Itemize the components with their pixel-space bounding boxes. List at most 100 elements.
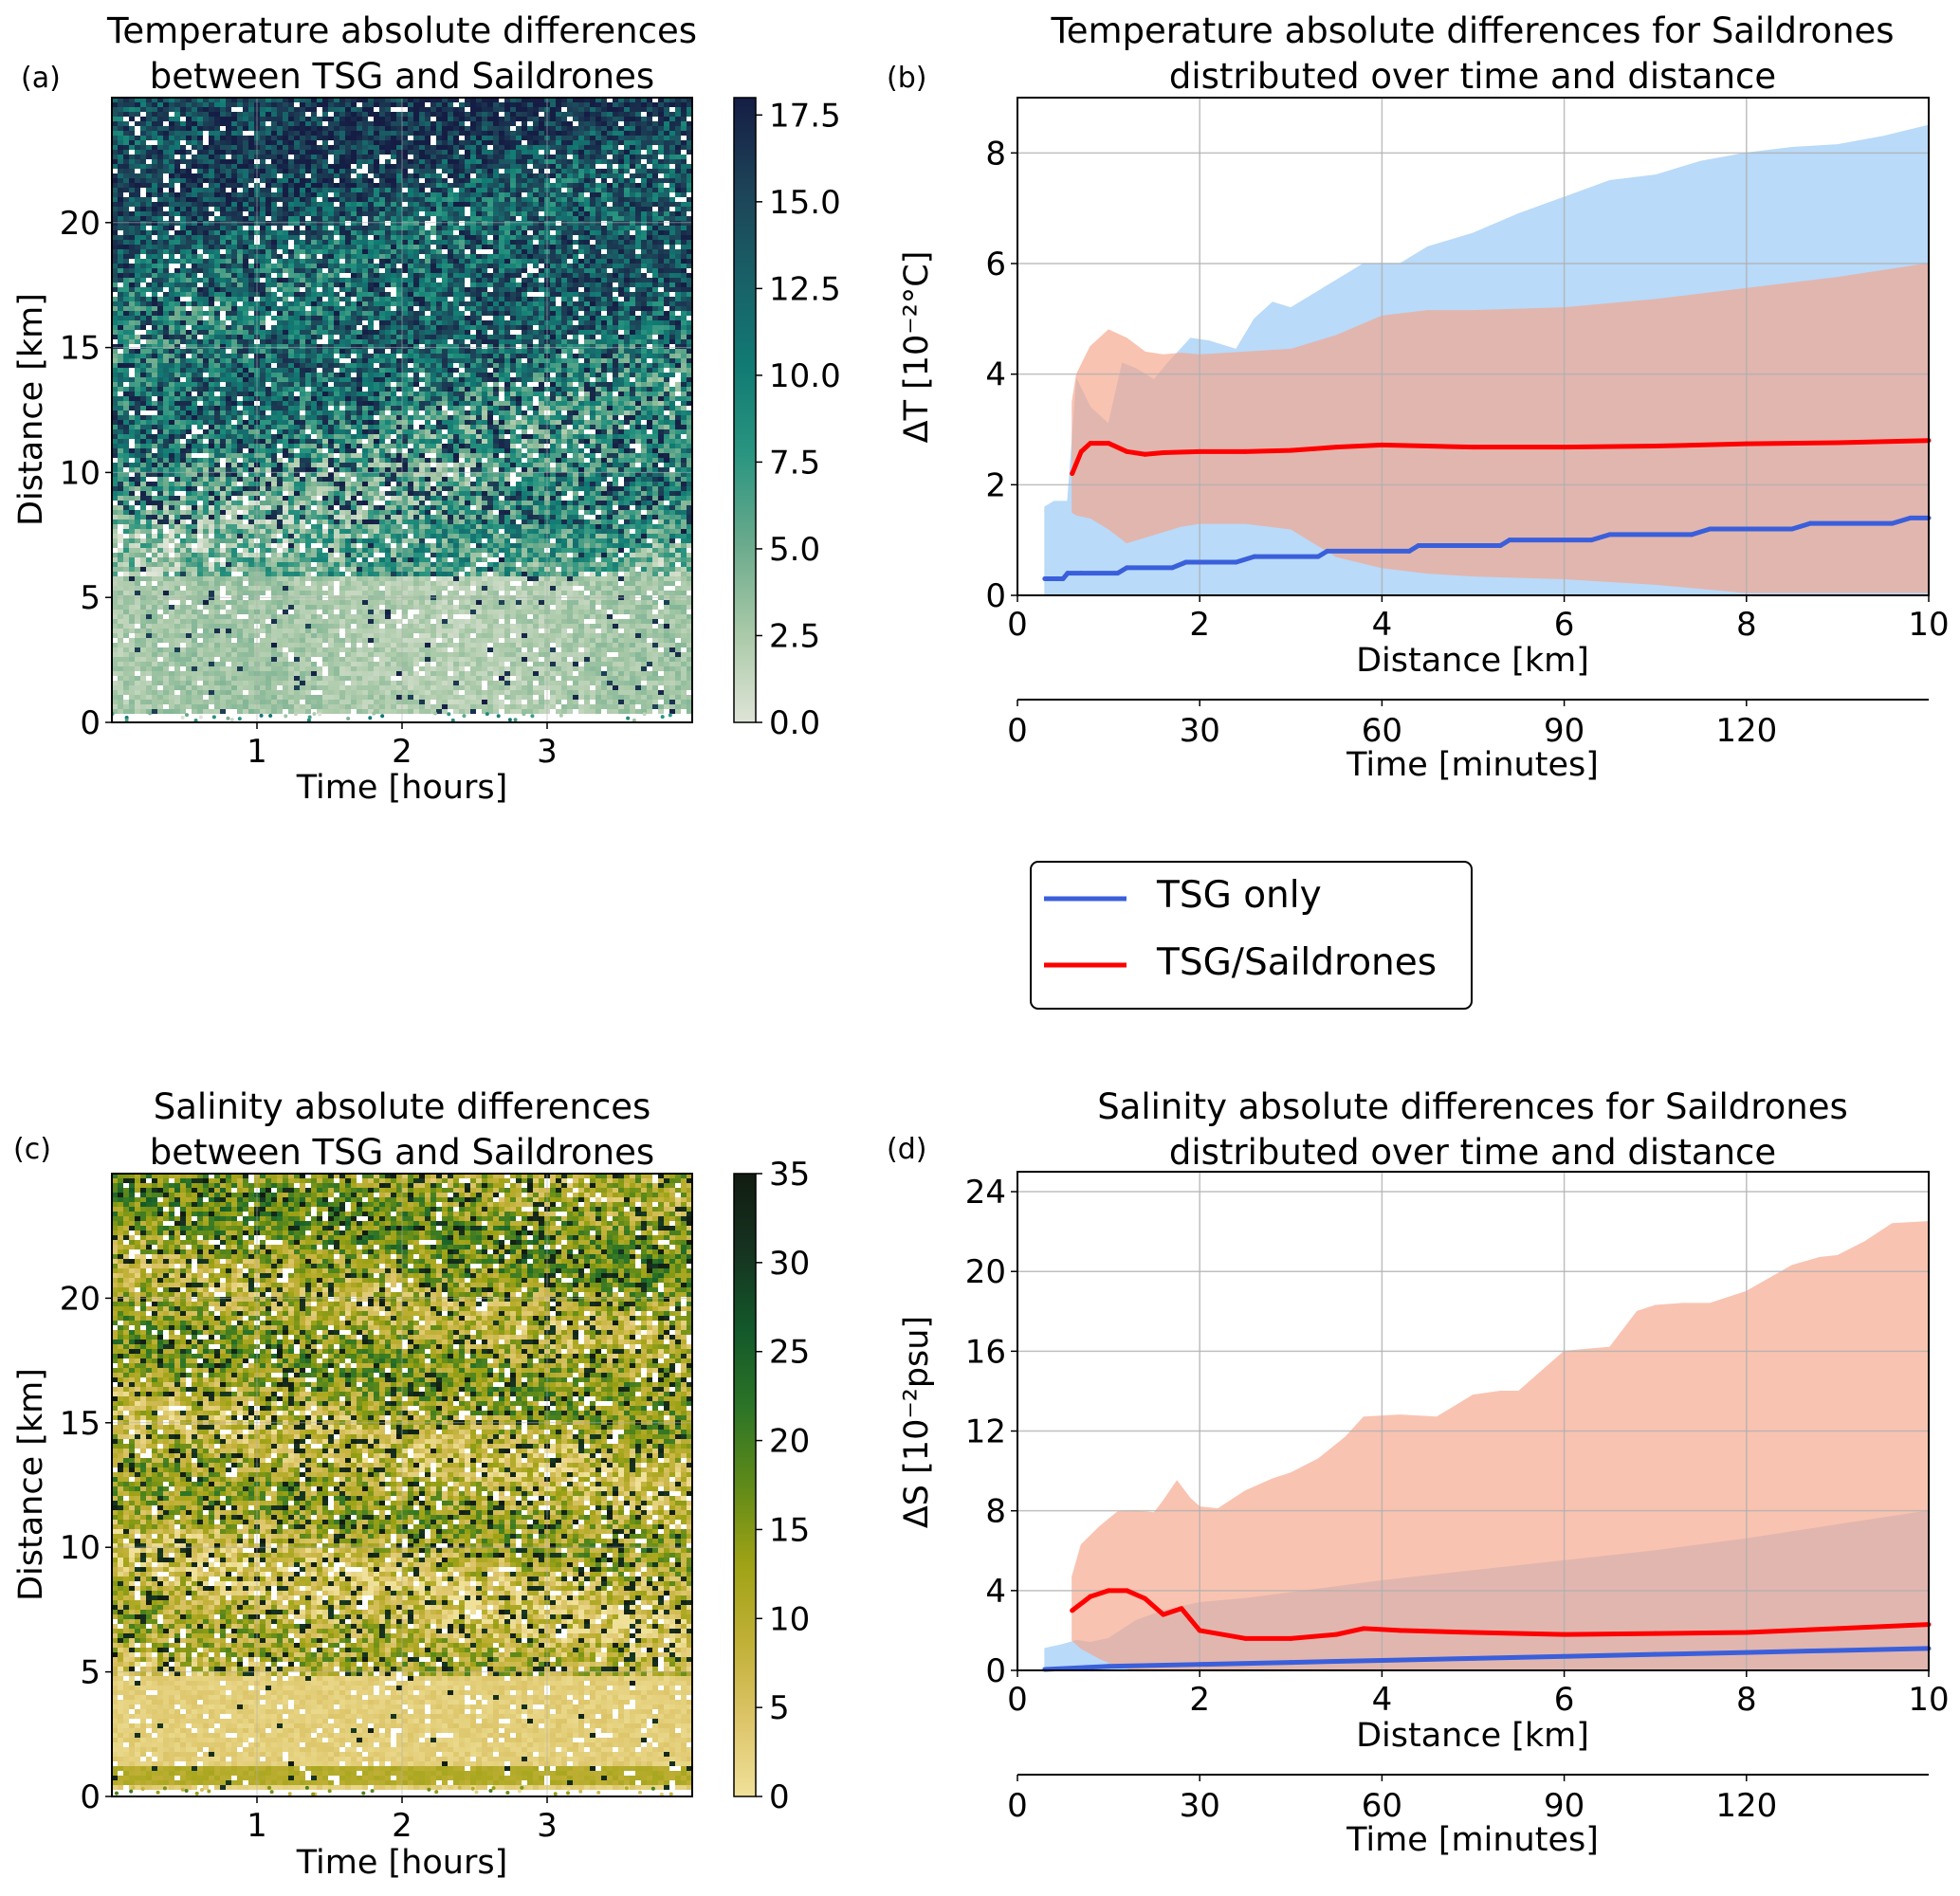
x-tick-label: 1 xyxy=(247,1807,267,1845)
panel-b-title-line2: distributed over time and distance xyxy=(1169,56,1776,97)
panel-a-ylabel: Distance [km] xyxy=(12,293,50,526)
data-point xyxy=(1070,1608,1075,1613)
data-point xyxy=(1143,451,1148,457)
data-point xyxy=(1562,1653,1567,1659)
x-tick-label: 0 xyxy=(1007,1681,1028,1719)
data-point xyxy=(1042,576,1048,581)
time-tick-label: 60 xyxy=(1362,712,1402,750)
data-point xyxy=(1288,1660,1293,1666)
time-tick-label: 30 xyxy=(1180,712,1220,750)
data-point xyxy=(1744,1630,1749,1635)
colorbar-gradient xyxy=(733,1173,757,1797)
data-point xyxy=(1588,538,1594,543)
panel-c-title-line2: between TSG and Saildrones xyxy=(150,1132,654,1173)
data-point xyxy=(1471,1655,1475,1661)
time-tick-label: 90 xyxy=(1544,1787,1584,1825)
panel-a: (a) Temperature absolute differences bet… xyxy=(12,10,841,807)
y-tick-label: 5 xyxy=(80,579,101,617)
panel-c-xlabel: Time [hours] xyxy=(296,1844,508,1882)
y-tick-label: 20 xyxy=(60,1280,101,1318)
time-tick-label: 120 xyxy=(1715,1787,1777,1825)
data-point xyxy=(1161,450,1166,455)
data-point xyxy=(1197,1628,1202,1633)
panel-b-xlabel: Distance [km] xyxy=(1356,642,1589,680)
data-point xyxy=(1689,532,1694,538)
data-point xyxy=(1088,441,1093,447)
x-tick-label: 1 xyxy=(247,733,267,771)
panel-c: (c) Salinity absolute differences betwee… xyxy=(12,1086,810,1882)
colorbar-tick-label: 10.0 xyxy=(769,357,841,395)
colorbar-tick-label: 2.5 xyxy=(769,617,820,655)
x-tick-label: 2 xyxy=(1189,1681,1210,1719)
data-point xyxy=(1143,1595,1148,1601)
heatmap-cells xyxy=(112,98,692,722)
x-tick-label: 4 xyxy=(1372,606,1393,644)
time-tick-label: 0 xyxy=(1007,712,1028,750)
x-tick-label: 6 xyxy=(1554,606,1575,644)
colorbar-tick-label: 20 xyxy=(769,1423,810,1461)
colorbar-tick-label: 7.5 xyxy=(769,444,820,482)
y-tick-label: 8 xyxy=(985,135,1006,173)
data-point xyxy=(1124,565,1129,571)
y-tick-label: 8 xyxy=(985,1493,1006,1531)
y-tick-label: 24 xyxy=(965,1174,1006,1212)
x-tick-label: 8 xyxy=(1736,606,1757,644)
x-tick-label: 10 xyxy=(1908,1681,1949,1719)
data-point xyxy=(1653,1631,1658,1636)
y-tick-label: 6 xyxy=(985,246,1006,283)
colorbar-tick-label: 12.5 xyxy=(769,270,841,308)
legend-label-tsg-saildrones: TSG/Saildrones xyxy=(1156,941,1437,984)
x-tick-label: 3 xyxy=(537,733,558,771)
data-point xyxy=(1835,1626,1841,1632)
band-tsg-saildrones xyxy=(1072,1221,1930,1671)
data-point xyxy=(1497,543,1503,548)
panel-a-xlabel: Time [hours] xyxy=(296,769,508,807)
time-tick-label: 60 xyxy=(1362,1787,1402,1825)
y-tick-label: 16 xyxy=(965,1333,1006,1371)
data-point xyxy=(1379,442,1384,447)
panel-b: (b) Temperature absolute differences for… xyxy=(887,10,1950,784)
data-point xyxy=(1562,445,1567,450)
time-tick-label: 30 xyxy=(1180,1787,1220,1825)
data-point xyxy=(1471,1630,1475,1635)
legend: TSG only TSG/Saildrones xyxy=(1030,861,1473,1010)
panel-d: (d) Salinity absolute differences for Sa… xyxy=(887,1086,1950,1859)
data-point xyxy=(1161,1612,1166,1617)
data-point xyxy=(1908,515,1914,520)
x-tick-label: 4 xyxy=(1372,1681,1393,1719)
colorbar-tick-label: 15.0 xyxy=(769,184,841,222)
data-point xyxy=(1416,543,1421,548)
data-point xyxy=(1183,559,1189,565)
x-tick-label: 8 xyxy=(1736,1681,1757,1719)
y-tick-label: 20 xyxy=(60,205,101,243)
panel-a-title-line1: Temperature absolute differences xyxy=(106,10,697,51)
data-point xyxy=(1562,1632,1567,1637)
colorbar-tick-label: 15 xyxy=(769,1511,810,1549)
time-tick-label: 90 xyxy=(1544,712,1584,750)
data-point xyxy=(1169,565,1175,571)
time-tick-label: 0 xyxy=(1007,1787,1028,1825)
data-point xyxy=(1106,1664,1111,1669)
panel-c-title-line1: Salinity absolute differences xyxy=(154,1086,650,1127)
data-point xyxy=(1179,1606,1184,1612)
colorbar-a: 0.0 2.5 5.0 7.5 10.0 12.5 15.0 17.5 xyxy=(733,97,841,742)
data-point xyxy=(1124,1588,1129,1594)
colorbar-gradient xyxy=(733,97,757,723)
colorbar-tick-label: 35 xyxy=(769,1156,810,1194)
y-tick-label: 0 xyxy=(80,1778,101,1816)
data-point xyxy=(1060,576,1066,581)
panel-b-ylabel: ΔT [10⁻²°C] xyxy=(898,251,936,444)
panel-d-xlabel: Distance [km] xyxy=(1356,1717,1589,1755)
x-tick-label: 2 xyxy=(392,1807,412,1845)
data-point xyxy=(1197,1662,1202,1668)
data-point xyxy=(1333,445,1339,450)
data-point xyxy=(1744,441,1749,447)
y-tick-label: 0 xyxy=(80,704,101,742)
colorbar-c: 0 5 10 15 20 25 30 35 xyxy=(733,1156,810,1816)
data-point xyxy=(1707,526,1713,532)
y-tick-label: 12 xyxy=(965,1413,1006,1451)
data-point xyxy=(1890,520,1896,526)
data-point xyxy=(1115,571,1121,576)
